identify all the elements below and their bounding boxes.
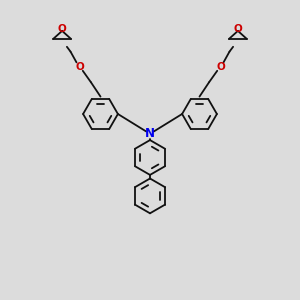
Text: O: O	[216, 61, 225, 72]
Text: N: N	[145, 127, 155, 140]
Text: O: O	[75, 61, 84, 72]
Text: O: O	[233, 24, 242, 34]
Text: O: O	[58, 24, 67, 34]
